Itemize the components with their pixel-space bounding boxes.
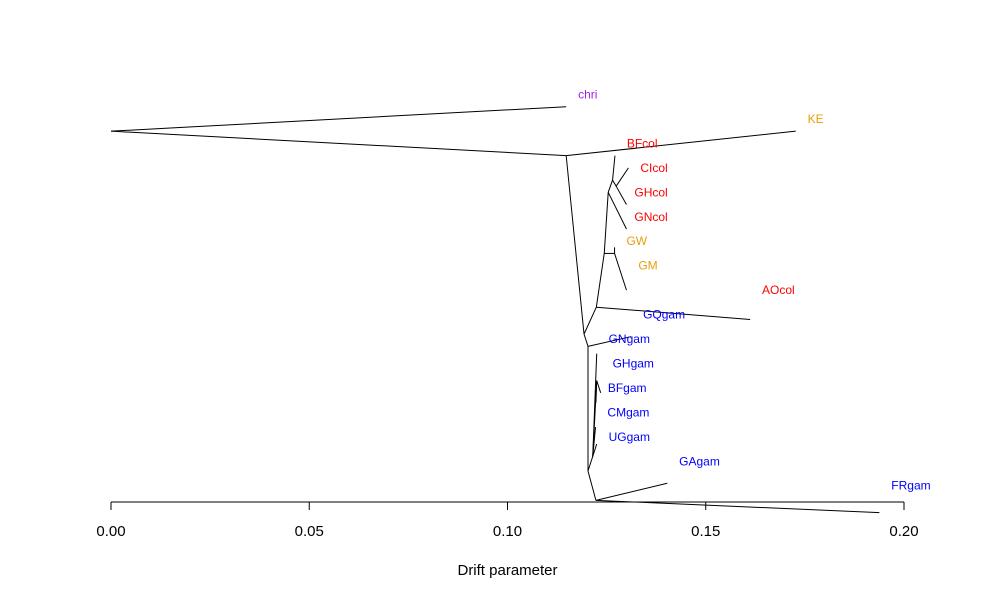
x-tick-label: 0.10 bbox=[493, 523, 522, 540]
branch-n4-n5 bbox=[603, 192, 609, 254]
tip-label-ghcol: GHcol bbox=[634, 185, 667, 199]
tip-label-gm: GM bbox=[638, 259, 657, 273]
branch-n5-GNcol bbox=[607, 192, 627, 230]
branch-n5-n6 bbox=[607, 179, 614, 193]
branch-n1-KE bbox=[566, 130, 796, 157]
branch-n11-CMgam bbox=[592, 426, 597, 457]
branch-n9-GQgam bbox=[587, 336, 632, 347]
tip-labels: chri KE BFcol CIcol GHcol GNcol GW GM AOcol GQgam… bbox=[578, 88, 931, 493]
branch-n11-UGgam bbox=[592, 443, 598, 457]
branch-n7-CIcol bbox=[615, 167, 629, 187]
branch-n3-AOcol bbox=[596, 306, 751, 320]
branch-root-chri bbox=[110, 106, 567, 132]
branch-n8-GM bbox=[614, 253, 627, 291]
x-tick-label: 0.20 bbox=[889, 523, 918, 540]
branch-n10-n13 bbox=[587, 470, 597, 501]
branch-n6-n7 bbox=[612, 179, 617, 187]
x-axis-title: Drift parameter bbox=[457, 562, 557, 579]
tip-label-ghgam: GHgam bbox=[613, 356, 654, 370]
x-axis: 0.00 0.05 0.10 0.15 0.20 Drift parameter bbox=[96, 501, 919, 579]
branch-n1-n2 bbox=[565, 155, 585, 335]
tip-label-bfcol: BFcol bbox=[627, 136, 658, 150]
branch-n2-n9 bbox=[583, 333, 589, 347]
x-tick-label: 0.05 bbox=[295, 523, 324, 540]
tip-label-uggam: UGgam bbox=[609, 430, 650, 444]
tip-label-chri: chri bbox=[578, 88, 597, 102]
tip-label-gw: GW bbox=[626, 234, 647, 248]
tip-label-frgam: FRgam bbox=[891, 479, 930, 493]
tip-label-gncol: GNcol bbox=[634, 210, 667, 224]
tree-branches bbox=[110, 106, 880, 514]
branch-n10-n11 bbox=[587, 456, 594, 472]
tip-label-gqgam: GQgam bbox=[643, 308, 685, 322]
x-tick-label: 0.15 bbox=[691, 523, 720, 540]
branch-n3-n4 bbox=[595, 253, 605, 308]
branch-n12-BFgam bbox=[595, 380, 598, 403]
tip-label-gngam: GNgam bbox=[609, 332, 650, 346]
tip-label-aocol: AOcol bbox=[762, 283, 795, 297]
branch-n7-GHcol bbox=[615, 185, 627, 205]
tip-label-gagam: GAgam bbox=[679, 454, 720, 468]
branch-n13-GAgam bbox=[595, 482, 668, 501]
tip-label-cicol: CIcol bbox=[640, 161, 667, 175]
x-axis-ticks: 0.00 0.05 0.10 0.15 0.20 bbox=[96, 502, 919, 540]
branch-n12-GHgam bbox=[596, 380, 602, 393]
tip-label-ke: KE bbox=[808, 112, 824, 126]
x-tick-label: 0.00 bbox=[96, 523, 125, 540]
branch-root-n1 bbox=[110, 130, 567, 157]
branch-n6-BFcol bbox=[612, 155, 616, 181]
tip-label-cmgam: CMgam bbox=[607, 405, 649, 419]
branch-n2-n3 bbox=[583, 307, 597, 335]
tip-label-bfgam: BFgam bbox=[608, 381, 647, 395]
